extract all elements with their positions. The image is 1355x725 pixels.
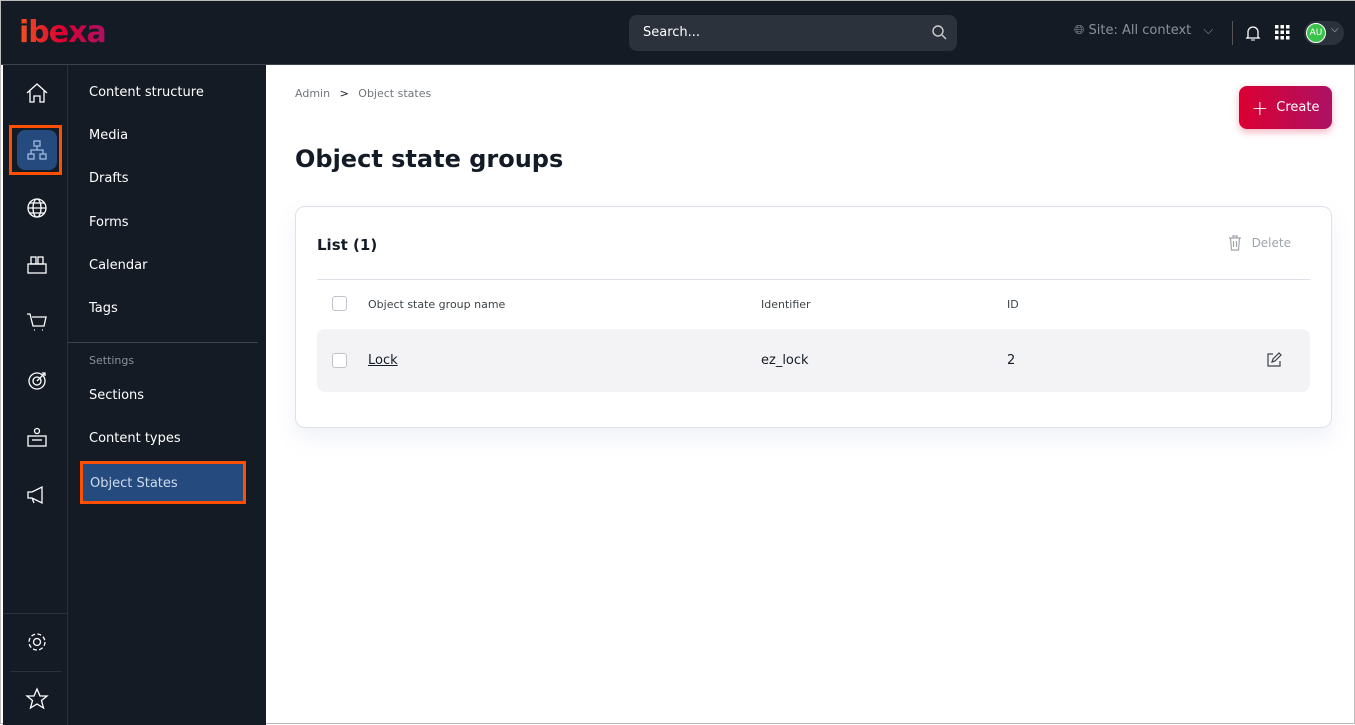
- chevron-down-icon: ⌵: [1203, 23, 1214, 38]
- gear-icon[interactable]: [17, 622, 57, 662]
- settings-section-label: Settings: [89, 354, 135, 367]
- cart-icon[interactable]: [17, 302, 57, 342]
- structure-icon[interactable]: [17, 130, 57, 170]
- divider: [3, 613, 68, 614]
- divider: [68, 342, 258, 343]
- ibexa-logo[interactable]: ibexa: [19, 15, 107, 50]
- row-checkbox[interactable]: [332, 353, 347, 368]
- avatar: AU: [1306, 23, 1326, 43]
- list-title: List (1): [317, 236, 378, 254]
- star-icon[interactable]: [17, 679, 57, 719]
- submenu-item-forms[interactable]: Forms: [89, 215, 129, 230]
- divider: [317, 279, 1310, 280]
- submenu-item-drafts[interactable]: Drafts: [89, 171, 129, 186]
- search-input[interactable]: Search...: [629, 15, 957, 51]
- site-context-dropdown[interactable]: 🌐︎ Site: All context ⌵: [1074, 23, 1213, 38]
- submenu-item-object-states[interactable]: Object States: [80, 461, 246, 504]
- breadcrumb-object-states: Object states: [358, 87, 432, 100]
- page-title: Object state groups: [295, 145, 564, 173]
- group-name-link[interactable]: Lock: [368, 353, 398, 368]
- globe-icon[interactable]: [17, 188, 57, 228]
- submenu-item-media[interactable]: Media: [89, 128, 129, 143]
- highlight-frame: [9, 125, 62, 175]
- main-nav-rail: [3, 65, 68, 725]
- column-header-id[interactable]: ID: [1007, 298, 1019, 311]
- divider: [1232, 21, 1233, 45]
- create-label: Create: [1276, 100, 1320, 115]
- object-state-groups-list: List (1) Delete Object state group name …: [295, 206, 1332, 428]
- search-placeholder: Search...: [643, 25, 701, 40]
- column-header-name[interactable]: Object state group name: [368, 298, 506, 311]
- select-all-checkbox[interactable]: [332, 296, 347, 311]
- trash-icon: [1228, 235, 1241, 251]
- delete-label: Delete: [1251, 236, 1291, 250]
- group-identifier: ez_lock: [761, 353, 809, 368]
- apps-grid-icon[interactable]: [1275, 25, 1290, 40]
- edit-icon[interactable]: [1266, 352, 1282, 368]
- group-id: 2: [1007, 353, 1016, 368]
- home-icon[interactable]: [17, 73, 57, 113]
- sub-menu: Content structure Media Drafts Forms Cal…: [68, 65, 266, 725]
- table-row: Lock ez_lock 2: [317, 329, 1310, 392]
- divider: [11, 671, 61, 672]
- main-content: Admin > Object states + Create Object sta…: [266, 65, 1354, 723]
- submenu-item-content-structure[interactable]: Content structure: [89, 85, 204, 100]
- globe-icon: 🌐︎: [1074, 23, 1085, 38]
- submenu-item-sections[interactable]: Sections: [89, 388, 145, 403]
- site-context-label: Site: All context: [1088, 23, 1192, 38]
- submenu-item-tags[interactable]: Tags: [89, 301, 118, 316]
- megaphone-icon[interactable]: [17, 475, 57, 515]
- breadcrumb: Admin > Object states: [295, 87, 432, 100]
- admin-icon[interactable]: [17, 417, 57, 457]
- delete-button[interactable]: Delete: [1228, 235, 1291, 251]
- user-menu[interactable]: AU ⌵: [1304, 21, 1344, 45]
- target-icon[interactable]: [17, 360, 57, 400]
- submenu-item-content-types[interactable]: Content types: [89, 431, 181, 446]
- plus-icon: +: [1251, 95, 1269, 120]
- create-button[interactable]: + Create: [1239, 86, 1332, 129]
- search-icon[interactable]: [931, 24, 947, 40]
- submenu-item-calendar[interactable]: Calendar: [89, 258, 148, 273]
- chevron-down-icon: ⌵: [1331, 24, 1339, 35]
- submenu-item-label: Object States: [90, 476, 178, 491]
- top-bar: ibexa Search... 🌐︎ Site: All context ⌵ A…: [1, 1, 1355, 65]
- bell-icon[interactable]: [1245, 24, 1261, 42]
- column-header-identifier[interactable]: Identifier: [761, 298, 811, 311]
- breadcrumb-admin[interactable]: Admin: [295, 87, 331, 100]
- catalog-icon[interactable]: [17, 245, 57, 285]
